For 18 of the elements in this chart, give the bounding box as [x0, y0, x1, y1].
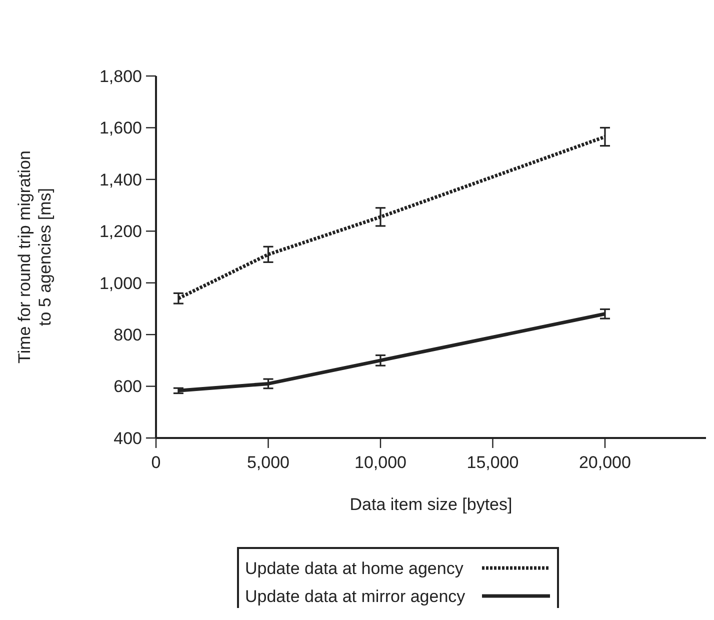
y-tick-label: 800 — [114, 326, 142, 345]
x-tick-label: 15,000 — [466, 453, 519, 472]
y-tick-label: 400 — [114, 428, 142, 448]
x-tick-label: 20,000 — [578, 453, 631, 472]
legend-label: Update data at home agency — [245, 558, 464, 578]
y-axis-title: Time for round trip migration to 5 agencies [ms] — [15, 150, 54, 364]
legend-label: Update data at mirror agency — [245, 586, 466, 606]
x-tick-label: 0 — [151, 453, 161, 472]
y-tick-label: 1,400 — [99, 170, 142, 190]
x-tick-label: 10,000 — [354, 453, 406, 472]
y-tick-label: 1,800 — [99, 66, 142, 86]
x-axis-title: Data item size [bytes] — [350, 495, 512, 514]
line-series — [176, 312, 607, 392]
y-tick-label: 600 — [114, 377, 142, 396]
y-tick-label: 1,200 — [99, 222, 142, 242]
y-tick-label: 1,000 — [99, 274, 142, 293]
y-tick-label: 1,600 — [99, 118, 142, 138]
x-tick-label: 5,000 — [246, 453, 290, 472]
